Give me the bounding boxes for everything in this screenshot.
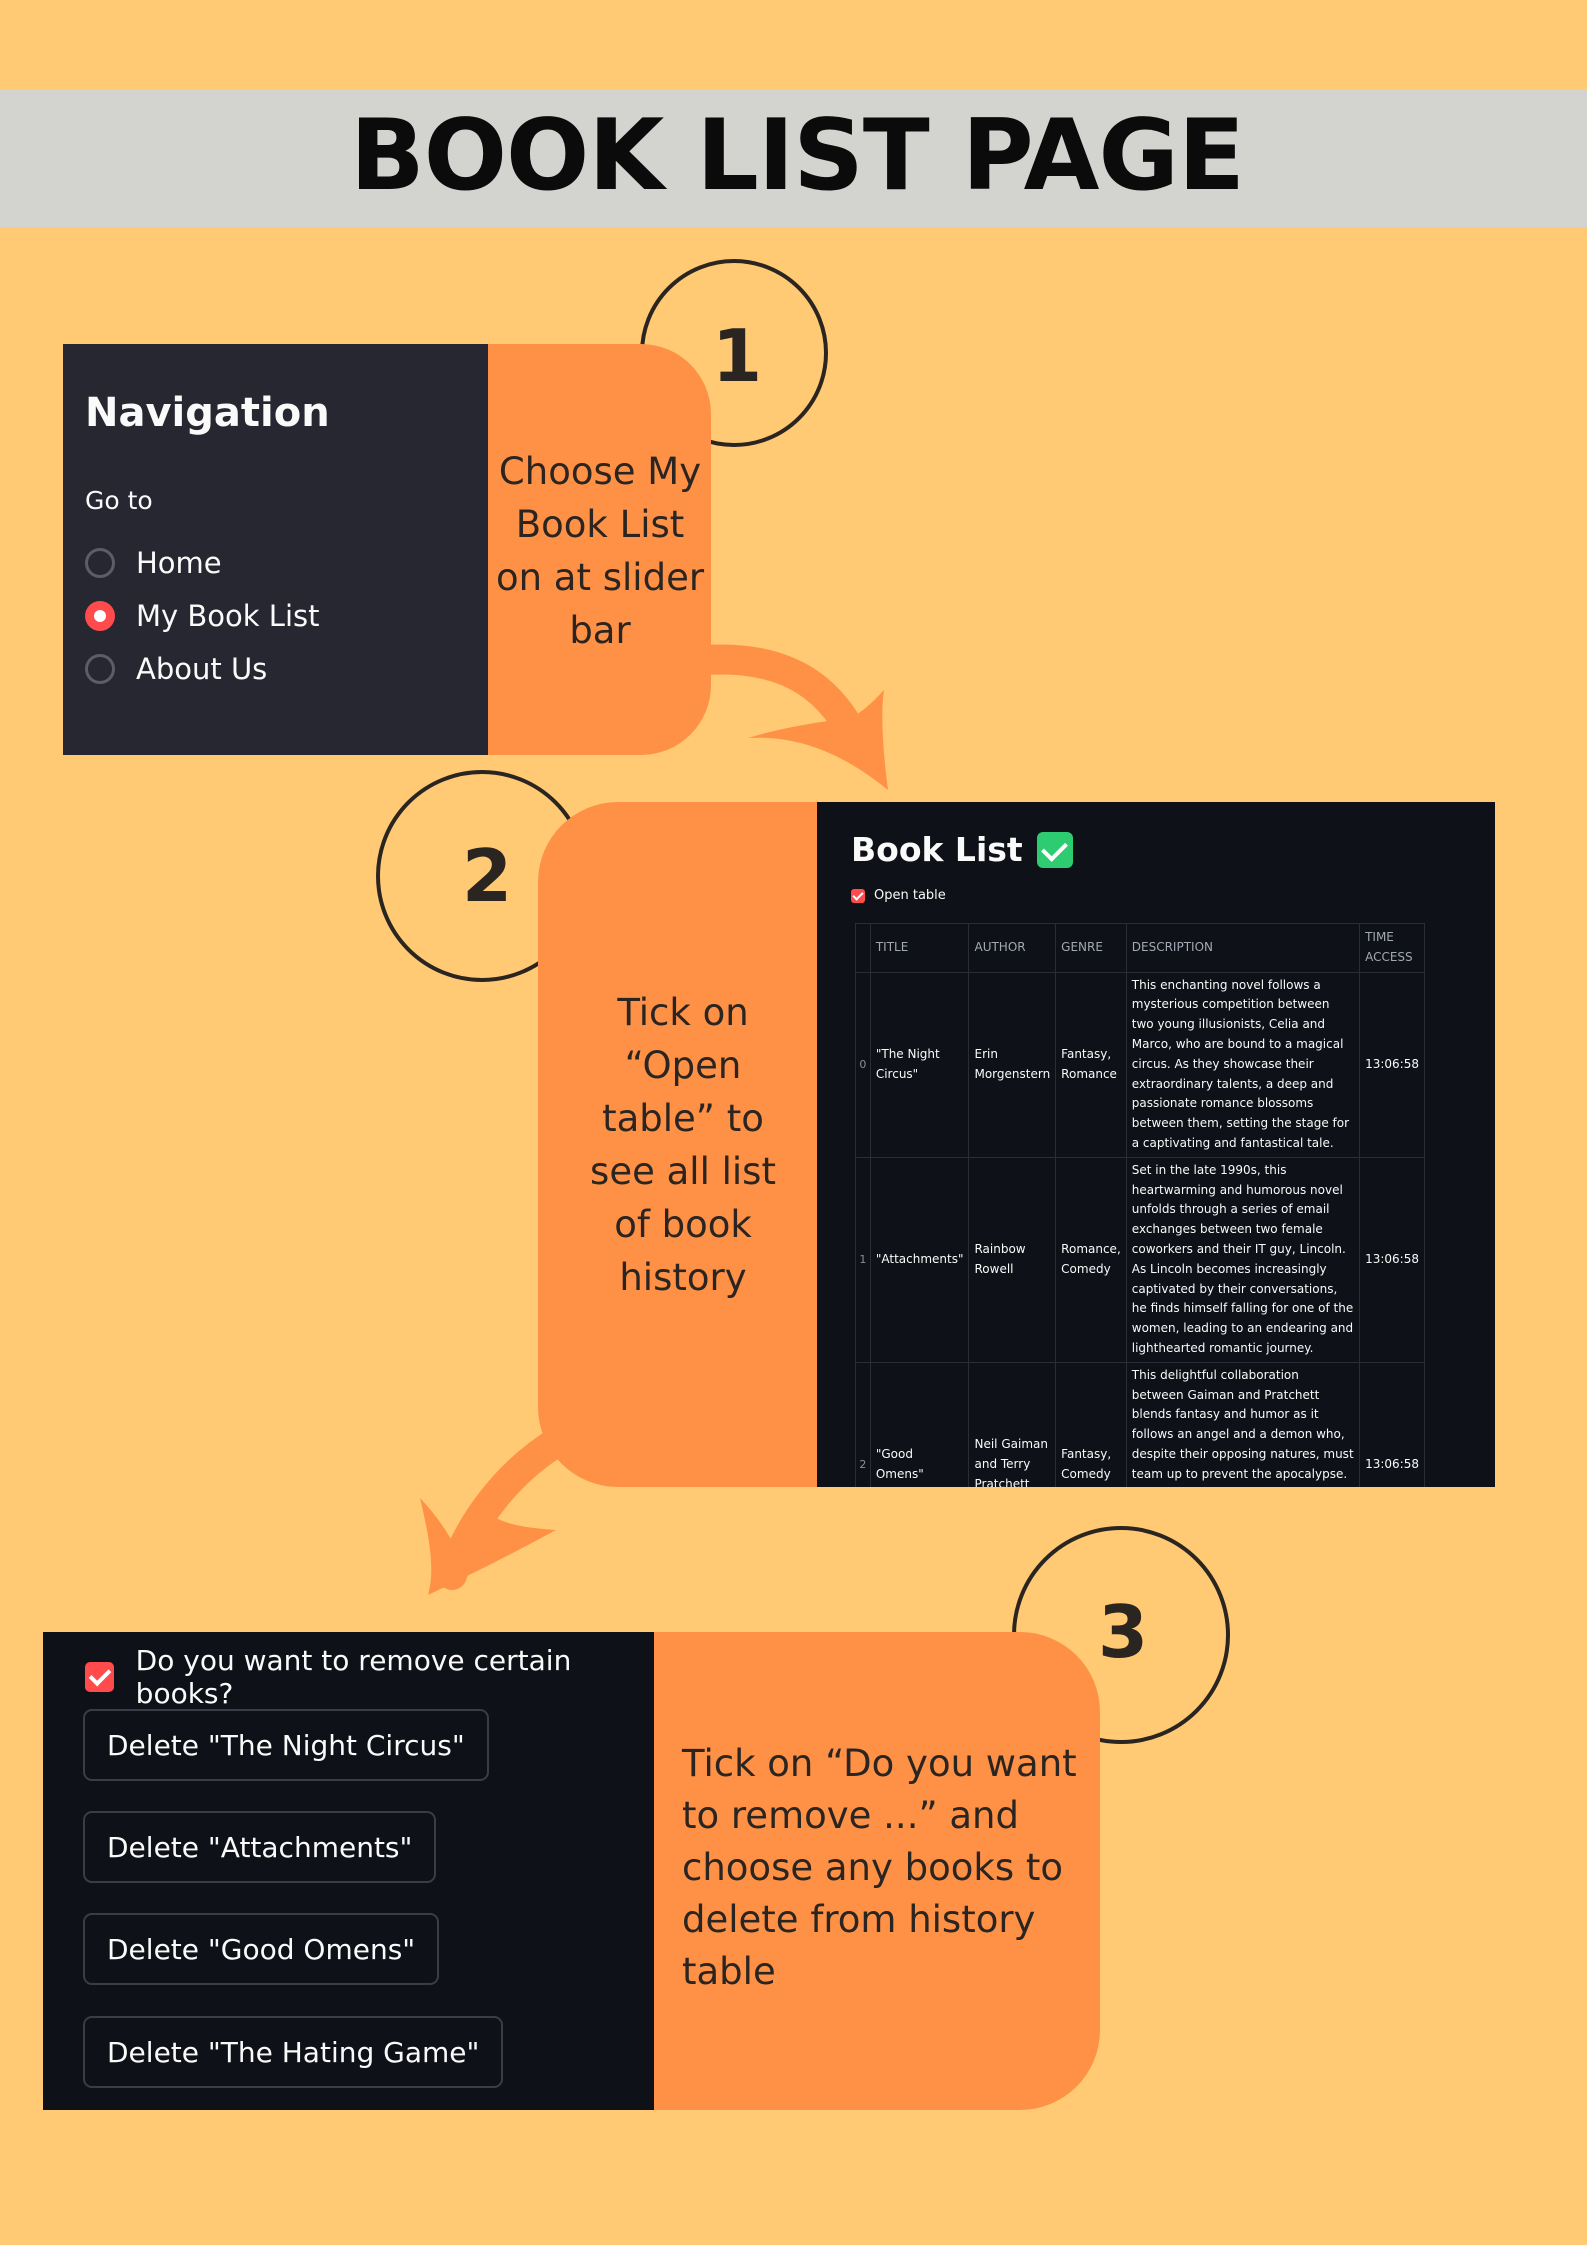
cell-description[interactable]: This enchanting novel follows a mysterio… — [1125, 971, 1361, 1158]
radio-button[interactable] — [85, 654, 115, 684]
radio-option-home[interactable]: Home — [85, 543, 222, 583]
table-header-row: TITLE AUTHOR GENRE DESCRIPTION TIME ACCE… — [855, 923, 1425, 973]
cell-time[interactable]: 13:06:58 — [1359, 1361, 1425, 1487]
step-3-text: Tick on “Do you want to remove ...” and … — [682, 1742, 1077, 1993]
column-header-author[interactable]: AUTHOR — [968, 923, 1057, 973]
step-1-number: 1 — [712, 314, 763, 398]
radio-option-about-us[interactable]: About Us — [85, 649, 267, 689]
step-2-text: Tick on “Open table” to see all list of … — [590, 991, 776, 1299]
radio-label: My Book List — [136, 599, 320, 633]
title-banner: BOOK LIST PAGE — [0, 89, 1587, 227]
book-list-heading: Book List — [851, 830, 1073, 869]
cell-author[interactable]: Rainbow Rowell — [968, 1156, 1057, 1363]
navigation-sidebar: Navigation Go to Home My Book List About… — [63, 344, 488, 755]
remove-books-panel: Do you want to remove certain books? Del… — [43, 1632, 654, 2110]
radio-option-my-book-list[interactable]: My Book List — [85, 596, 320, 636]
navigation-title: Navigation — [85, 390, 330, 436]
cell-genre[interactable]: Fantasy, Romance — [1055, 971, 1127, 1158]
column-header-genre[interactable]: GENRE — [1055, 923, 1127, 973]
radio-label: Home — [136, 546, 222, 580]
check-mark-icon — [1036, 831, 1073, 868]
cell-author[interactable]: Erin Morgenstern — [968, 971, 1057, 1158]
cell-title[interactable]: "The Night Circus" — [869, 971, 970, 1158]
cell-title[interactable]: "Attachments" — [869, 1156, 970, 1363]
cell-author[interactable]: Neil Gaiman and Terry Pratchett — [968, 1361, 1057, 1487]
column-header-time-access[interactable]: TIME ACCESS — [1359, 923, 1425, 973]
cell-genre[interactable]: Fantasy, Comedy — [1055, 1361, 1127, 1487]
delete-attachments-button[interactable]: Delete "Attachments" — [83, 1811, 437, 1883]
page-title: BOOK LIST PAGE — [350, 99, 1245, 213]
book-list-panel: Book List Open table TITLE AUTHOR GENRE … — [817, 802, 1495, 1487]
checkbox-checked-icon[interactable] — [85, 1662, 114, 1692]
radio-button[interactable] — [85, 548, 115, 578]
cell-time[interactable]: 13:06:58 — [1359, 971, 1425, 1158]
cell-description[interactable]: This delightful collaboration between Ga… — [1125, 1361, 1361, 1487]
step-2-number: 2 — [462, 834, 513, 918]
delete-the-hating-game-button[interactable]: Delete "The Hating Game" — [83, 2016, 504, 2088]
delete-the-night-circus-button[interactable]: Delete "The Night Circus" — [83, 1709, 489, 1781]
cell-time[interactable]: 13:06:58 — [1359, 1156, 1425, 1363]
step-3-number: 3 — [1098, 1590, 1149, 1674]
open-table-label: Open table — [874, 888, 946, 903]
column-header-description[interactable]: DESCRIPTION — [1125, 923, 1361, 973]
delete-good-omens-button[interactable]: Delete "Good Omens" — [83, 1913, 440, 1985]
goto-label: Go to — [85, 486, 153, 515]
book-list-title: Book List — [851, 830, 1023, 869]
table-row[interactable]: 1 "Attachments" Rainbow Rowell Romance, … — [855, 1156, 1425, 1363]
step-2-callout — [538, 802, 828, 1487]
radio-button-selected[interactable] — [85, 601, 115, 631]
cell-genre[interactable]: Romance, Comedy — [1055, 1156, 1127, 1363]
table-row[interactable]: 2 "Good Omens" Neil Gaiman and Terry Pra… — [855, 1361, 1425, 1487]
step-3-callout — [652, 1632, 1100, 2110]
book-history-table: TITLE AUTHOR GENRE DESCRIPTION TIME ACCE… — [855, 923, 1425, 1487]
cell-description[interactable]: Set in the late 1990s, this heartwarming… — [1125, 1156, 1361, 1363]
remove-books-label: Do you want to remove certain books? — [135, 1644, 572, 1710]
open-table-checkbox[interactable]: Open table — [851, 888, 946, 903]
arrow-step1-to-step2 — [691, 644, 888, 790]
step-1-text: Choose My Book List on at slider bar — [495, 450, 705, 652]
cell-title[interactable]: "Good Omens" — [869, 1361, 970, 1487]
step-1-callout — [488, 344, 711, 755]
checkbox-checked-icon[interactable] — [851, 888, 865, 903]
radio-label: About Us — [136, 652, 268, 686]
table-row[interactable]: 0 "The Night Circus" Erin Morgenstern Fa… — [855, 971, 1425, 1158]
arrow-step2-to-step3 — [420, 1425, 575, 1595]
remove-books-checkbox[interactable]: Do you want to remove certain books? — [85, 1644, 654, 1710]
